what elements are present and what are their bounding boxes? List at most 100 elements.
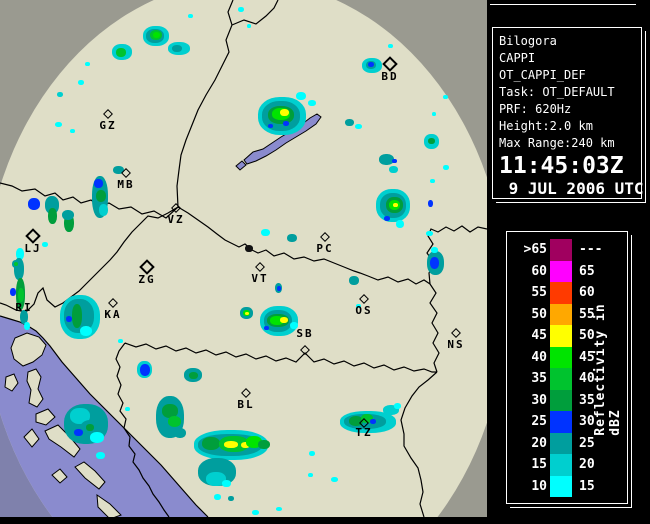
radar-echo <box>174 428 186 438</box>
legend-row: 55 60 <box>507 282 627 304</box>
radar-echo <box>247 24 251 28</box>
city-label-bd: BD <box>381 70 399 83</box>
radar-echo <box>90 432 104 443</box>
legend-color-swatch <box>550 368 572 390</box>
legend-value-right: 45 <box>579 349 595 365</box>
radar-echo <box>78 80 84 85</box>
radar-echo <box>349 416 363 426</box>
radar-echo <box>388 44 393 48</box>
legend-row: 45 50 <box>507 325 627 347</box>
city-label-sb: SB <box>296 327 314 340</box>
legend-color-swatch <box>550 325 572 347</box>
city-label-pc: PC <box>316 242 334 255</box>
legend-value-right: 15 <box>579 478 595 494</box>
radar-echo <box>14 258 24 280</box>
radar-echo <box>66 316 72 322</box>
city-label-tz: TZ <box>355 426 373 439</box>
radar-echo <box>206 472 226 486</box>
radar-echo <box>261 229 270 236</box>
legend-value-right: 30 <box>579 414 595 430</box>
radar-echo <box>172 45 182 52</box>
radar-echo <box>245 312 249 315</box>
radar-echo <box>94 179 103 188</box>
task-name: Task: OT_DEFAULT <box>499 85 615 99</box>
radar-echo <box>20 310 28 324</box>
height-value: Height:2.0 km <box>499 119 593 133</box>
reflectivity-legend: >65 --- 60 65 55 60 50 55 45 50 40 45 35 40 30 35 25 30 20… <box>506 231 632 508</box>
radar-echo <box>389 166 398 173</box>
legend-value-left: 60 <box>531 263 547 279</box>
radar-echo <box>430 179 435 183</box>
legend-value-left: 25 <box>531 414 547 430</box>
radar-echo <box>443 165 449 170</box>
radar-echo <box>428 138 435 144</box>
legend-color-swatch <box>550 454 572 476</box>
city-label-ri: RI <box>15 301 33 314</box>
legend-value-left: 10 <box>531 478 547 494</box>
city-label-lj: LJ <box>24 242 42 255</box>
legend-color-swatch <box>550 239 572 261</box>
radar-echo <box>426 231 433 236</box>
radar-echo <box>118 339 123 343</box>
panel-top-divider <box>490 4 636 5</box>
radar-echo <box>283 121 289 126</box>
radar-echo <box>224 441 238 448</box>
radar-echo <box>308 100 316 106</box>
radar-map: GZ MB VZ LJ ZG KA RI PC VT OS NS SB BL TZ BD <box>0 0 487 517</box>
legend-value-right: 55 <box>579 306 595 322</box>
radar-echo <box>140 364 150 376</box>
legend-color-swatch <box>550 411 572 433</box>
radar-echo <box>168 416 181 427</box>
radar-echo <box>70 129 75 133</box>
radar-echo <box>57 92 63 97</box>
radar-echo <box>356 304 361 308</box>
radar-echo <box>428 200 433 207</box>
legend-value-right: 25 <box>579 435 595 451</box>
product-def: OT_CAPPI_DEF <box>499 68 586 82</box>
scan-time: 11:45:03Z <box>499 153 624 179</box>
radar-echo <box>96 190 106 202</box>
radar-echo <box>202 437 220 450</box>
radar-echo <box>222 480 231 487</box>
legend-color-swatch <box>550 260 572 282</box>
radar-echo <box>14 262 18 266</box>
radar-echo <box>48 208 57 224</box>
legend-value-left: 20 <box>531 435 547 451</box>
info-panel: Bilogora CAPPI OT_CAPPI_DEF Task: OT_DEF… <box>487 0 650 524</box>
legend-value-right: 20 <box>579 457 595 473</box>
radar-echo <box>238 7 244 12</box>
legend-value-left: >65 <box>523 242 547 258</box>
radar-echo <box>86 424 94 431</box>
radar-echo <box>99 204 108 216</box>
city-label-ns: NS <box>447 338 465 351</box>
legend-value-right: --- <box>579 242 603 258</box>
radar-echo <box>24 322 30 330</box>
legend-value-right: 65 <box>579 263 595 279</box>
legend-row: 40 45 <box>507 346 627 368</box>
radar-echo <box>258 440 270 449</box>
radar-echo <box>430 257 439 269</box>
city-label-mb: MB <box>117 178 135 191</box>
radar-echo <box>42 242 48 247</box>
legend-color-swatch <box>550 432 572 454</box>
radar-echo <box>10 288 16 296</box>
legend-color-swatch <box>550 282 572 304</box>
radar-echo <box>431 247 438 253</box>
radar-echo <box>153 32 160 38</box>
radar-echo <box>228 496 234 501</box>
radar-echo <box>245 245 253 252</box>
legend-row: >65 --- <box>507 239 627 261</box>
radar-echo <box>116 48 126 57</box>
legend-row: 35 40 <box>507 368 627 390</box>
legend-value-left: 45 <box>531 328 547 344</box>
city-label-zg: ZG <box>138 273 156 286</box>
legend-rows: >65 --- 60 65 55 60 50 55 45 50 40 45 35 40 30 35 25 30 20… <box>507 239 627 497</box>
radar-echo <box>379 154 394 165</box>
radar-echo <box>16 248 24 260</box>
city-label-vt: VT <box>251 272 269 285</box>
radar-echo <box>392 159 397 163</box>
radar-echo <box>290 322 298 329</box>
radar-echo <box>28 198 40 210</box>
radar-echo <box>125 407 130 411</box>
